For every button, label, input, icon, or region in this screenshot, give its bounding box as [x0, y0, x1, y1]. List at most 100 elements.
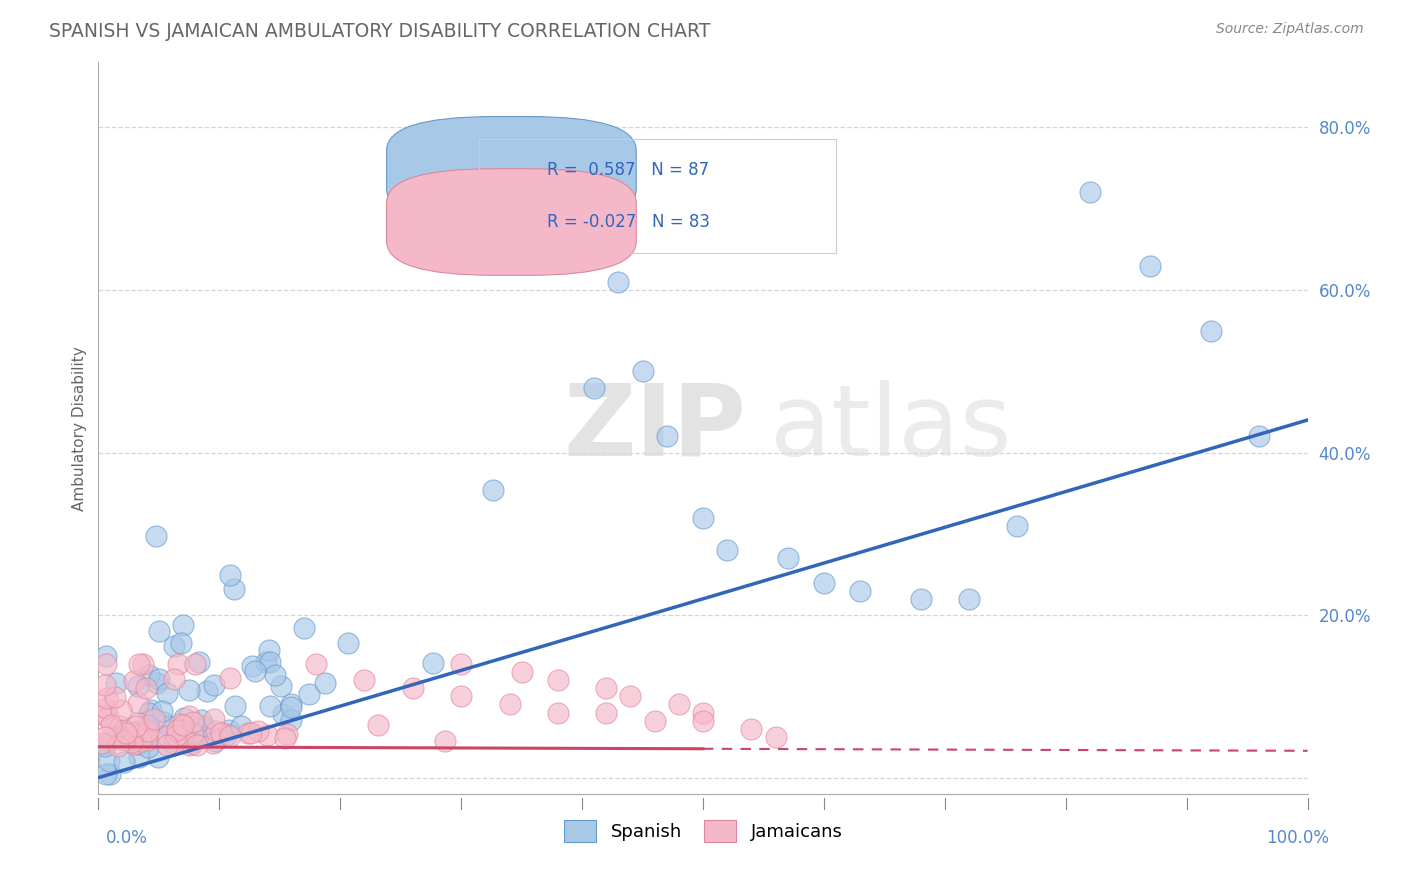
Point — [619, 690, 641, 704]
Point — [813, 575, 835, 590]
Text: 0.0%: 0.0% — [105, 829, 148, 847]
Point — [94, 730, 117, 744]
Point — [716, 543, 738, 558]
Point — [173, 729, 195, 743]
Point — [273, 707, 295, 722]
Point — [209, 726, 232, 740]
Point — [692, 510, 714, 524]
Text: SPANISH VS JAMAICAN AMBULATORY DISABILITY CORRELATION CHART: SPANISH VS JAMAICAN AMBULATORY DISABILIT… — [49, 22, 710, 41]
Point — [433, 733, 456, 747]
Point — [776, 551, 799, 566]
Point — [128, 750, 150, 764]
Point — [94, 677, 117, 691]
Point — [1139, 259, 1161, 273]
Point — [583, 380, 606, 394]
Point — [129, 734, 152, 748]
Text: 100.0%: 100.0% — [1265, 829, 1329, 847]
Point — [450, 657, 472, 671]
Point — [280, 714, 302, 728]
Point — [353, 673, 375, 687]
Point — [183, 714, 205, 729]
Point — [314, 675, 336, 690]
Point — [108, 718, 131, 732]
Point — [170, 636, 193, 650]
Point — [184, 657, 207, 671]
Point — [148, 624, 170, 638]
Point — [107, 739, 129, 753]
Point — [547, 673, 569, 687]
Point — [218, 671, 240, 685]
Point — [146, 676, 169, 690]
Point — [121, 734, 143, 748]
Point — [179, 683, 201, 698]
Point — [263, 668, 285, 682]
Point — [224, 699, 246, 714]
Point — [136, 728, 159, 742]
Point — [148, 673, 170, 687]
Point — [186, 738, 208, 752]
Point — [124, 737, 146, 751]
Point — [298, 687, 321, 701]
Point — [957, 591, 980, 606]
Point — [190, 714, 212, 728]
Point — [257, 643, 280, 657]
Point — [112, 723, 135, 738]
Point — [122, 674, 145, 689]
Point — [156, 729, 179, 743]
Point — [128, 657, 150, 671]
Point — [187, 656, 209, 670]
Point — [247, 723, 270, 738]
Point — [96, 736, 118, 750]
Point — [193, 719, 215, 733]
Point — [336, 636, 359, 650]
Point — [240, 726, 263, 740]
Point — [136, 739, 159, 754]
Point — [1078, 186, 1101, 200]
Point — [98, 754, 121, 768]
Point — [181, 727, 204, 741]
Point — [280, 698, 302, 712]
Point — [96, 648, 118, 663]
Point — [595, 706, 617, 720]
Y-axis label: Ambulatory Disability: Ambulatory Disability — [72, 346, 87, 510]
Point — [111, 725, 134, 739]
Point — [152, 715, 174, 730]
Point — [422, 656, 444, 670]
Point — [195, 683, 218, 698]
Point — [127, 696, 149, 710]
Point — [274, 731, 297, 745]
Point — [270, 679, 292, 693]
Point — [163, 639, 186, 653]
Point — [96, 657, 118, 671]
Point — [90, 736, 112, 750]
Point — [129, 724, 152, 739]
Point — [849, 583, 872, 598]
Point — [172, 728, 194, 742]
Point — [242, 659, 264, 673]
Point — [142, 712, 165, 726]
Point — [202, 678, 225, 692]
Point — [1249, 429, 1271, 443]
Point — [1007, 518, 1029, 533]
Point — [187, 728, 209, 742]
Point — [740, 722, 762, 736]
Text: Source: ZipAtlas.com: Source: ZipAtlas.com — [1216, 22, 1364, 37]
Point — [127, 724, 149, 739]
Point — [166, 657, 188, 671]
Point — [219, 729, 242, 743]
Point — [125, 719, 148, 733]
Point — [98, 766, 121, 780]
Point — [127, 730, 149, 744]
Point — [105, 676, 128, 690]
Point — [692, 706, 714, 720]
Point — [136, 718, 159, 732]
Point — [177, 738, 200, 752]
Point — [134, 729, 156, 743]
Point — [181, 726, 204, 740]
Point — [138, 706, 160, 721]
Point — [202, 736, 225, 750]
Point — [402, 681, 425, 696]
Point — [305, 657, 328, 671]
Point — [482, 483, 505, 498]
Point — [367, 717, 389, 731]
